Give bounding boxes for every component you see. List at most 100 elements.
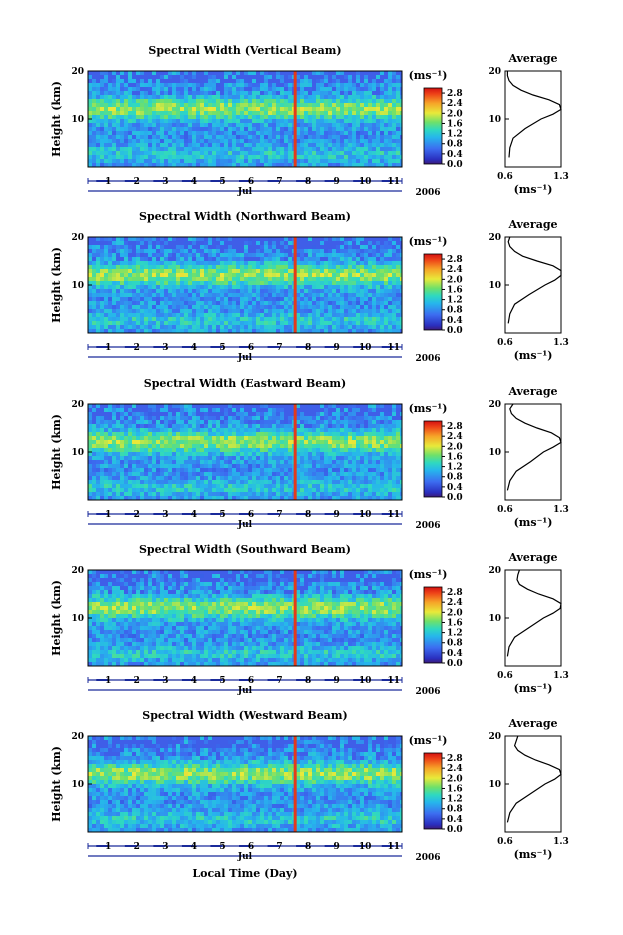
heatmap-cell — [232, 123, 236, 127]
heatmap-cell — [116, 131, 120, 135]
heatmap-cell — [144, 313, 148, 317]
heatmap-cell — [396, 329, 400, 333]
heatmap-cell — [144, 484, 148, 488]
heatmap-cell — [336, 159, 340, 163]
heatmap-cell — [152, 281, 156, 285]
heatmap-cell — [272, 424, 276, 428]
heatmap-cell — [320, 83, 324, 87]
heatmap-cell — [392, 79, 396, 83]
heatmap-cell — [120, 273, 124, 277]
heatmap-cell — [140, 143, 144, 147]
heatmap-cell — [252, 87, 256, 91]
heatmap-cell — [200, 496, 204, 500]
heatmap-cell — [228, 273, 232, 277]
heatmap-cell — [184, 131, 188, 135]
heatmap-cell — [348, 107, 352, 111]
heatmap-cell — [208, 163, 212, 167]
heatmap-cell — [280, 420, 284, 424]
heatmap-cell — [176, 424, 180, 428]
heatmap-cell — [100, 301, 104, 305]
heatmap-cell — [352, 301, 356, 305]
heatmap-cell — [340, 257, 344, 261]
heatmap-cell — [204, 444, 208, 448]
heatmap-cell — [304, 135, 308, 139]
heatmap-cell — [368, 305, 372, 309]
heatmap-cell — [128, 147, 132, 151]
heatmap-cell — [208, 432, 212, 436]
heatmap-cell — [252, 119, 256, 123]
heatmap-cell — [288, 452, 292, 456]
heatmap-cell — [188, 95, 192, 99]
heatmap-cell — [212, 313, 216, 317]
heatmap-cell — [352, 151, 356, 155]
heatmap-cell — [132, 265, 136, 269]
heatmap-cell — [96, 249, 100, 253]
heatmap-cell — [308, 285, 312, 289]
heatmap-cell — [376, 139, 380, 143]
heatmap-cell — [368, 257, 372, 261]
heatmap-cell — [316, 107, 320, 111]
heatmap-cell — [184, 139, 188, 143]
heatmap-cell — [184, 269, 188, 273]
heatmap-cell — [288, 139, 292, 143]
heatmap-cell — [144, 321, 148, 325]
heatmap-cell — [216, 91, 220, 95]
heatmap-cell — [124, 281, 128, 285]
heatmap-cell — [236, 115, 240, 119]
heatmap-cell — [276, 289, 280, 293]
heatmap-cell — [276, 472, 280, 476]
heatmap-cell — [192, 492, 196, 496]
heatmap-cell — [112, 313, 116, 317]
heatmap-cell — [200, 484, 204, 488]
heatmap-cell — [212, 317, 216, 321]
heatmap-cell — [284, 436, 288, 440]
heatmap-cell — [128, 151, 132, 155]
heatmap-cell — [92, 488, 96, 492]
heatmap-cell — [368, 119, 372, 123]
heatmap-cell — [388, 253, 392, 257]
heatmap-cell — [256, 143, 260, 147]
heatmap-cell — [236, 281, 240, 285]
heatmap-cell — [372, 119, 376, 123]
heatmap-cell — [196, 468, 200, 472]
heatmap-cell — [212, 143, 216, 147]
heatmap-cell — [328, 159, 332, 163]
heatmap-cell — [384, 95, 388, 99]
heatmap-cell — [112, 277, 116, 281]
heatmap-cell — [244, 484, 248, 488]
heatmap-cell — [240, 313, 244, 317]
heatmap-cell — [252, 329, 256, 333]
heatmap-cell — [184, 480, 188, 484]
heatmap-cell — [260, 71, 264, 75]
heatmap-cell — [88, 115, 92, 119]
heatmap-cell — [272, 436, 276, 440]
heatmap-cell — [268, 87, 272, 91]
heatmap-cell — [188, 123, 192, 127]
heatmap-cell — [336, 329, 340, 333]
heatmap-cell — [144, 123, 148, 127]
heatmap-cell — [256, 139, 260, 143]
heatmap-cell — [104, 313, 108, 317]
heatmap-cell — [308, 159, 312, 163]
heatmap-cell — [308, 111, 312, 115]
heatmap-cell — [252, 135, 256, 139]
heatmap-cell — [136, 313, 140, 317]
heatmap-cell — [240, 424, 244, 428]
heatmap-cell — [396, 293, 400, 297]
heatmap-cell — [104, 416, 108, 420]
heatmap-cell — [136, 253, 140, 257]
heatmap-cell — [312, 488, 316, 492]
heatmap-cell — [196, 297, 200, 301]
heatmap-cell — [360, 305, 364, 309]
heatmap-cell — [300, 289, 304, 293]
heatmap-cell — [204, 99, 208, 103]
heatmap-cell — [128, 245, 132, 249]
heatmap-cell — [332, 249, 336, 253]
heatmap-cell — [92, 273, 96, 277]
heatmap-cell — [96, 468, 100, 472]
heatmap-cell — [100, 496, 104, 500]
heatmap-cell — [236, 424, 240, 428]
heatmap-cell — [256, 163, 260, 167]
heatmap-cell — [344, 159, 348, 163]
heatmap-cell — [256, 476, 260, 480]
